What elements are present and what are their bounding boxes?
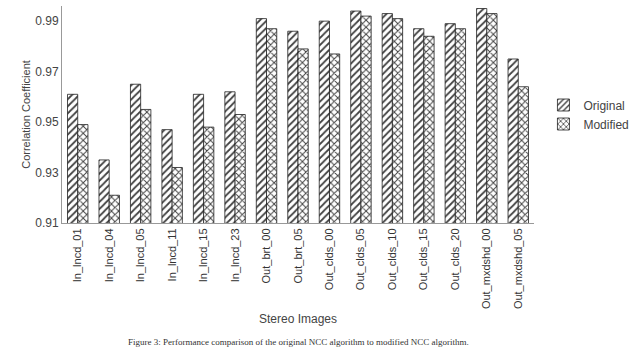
svg-text:In_lncd_15: In_lncd_15 — [197, 228, 209, 282]
svg-text:0.99: 0.99 — [35, 14, 59, 28]
svg-text:0.91: 0.91 — [35, 216, 59, 230]
svg-text:In_lncd_04: In_lncd_04 — [103, 228, 115, 282]
svg-text:In_lncd_05: In_lncd_05 — [134, 228, 146, 282]
svg-text:Out_clds_20: Out_clds_20 — [449, 228, 461, 290]
svg-text:Out_clds_00: Out_clds_00 — [323, 228, 335, 290]
svg-text:0.95: 0.95 — [35, 115, 59, 129]
svg-text:Out_clds_15: Out_clds_15 — [417, 228, 429, 290]
svg-text:Out_brt_00: Out_brt_00 — [260, 228, 272, 283]
svg-text:Stereo Images: Stereo Images — [259, 312, 337, 326]
svg-text:In_lncd_11: In_lncd_11 — [166, 228, 178, 281]
svg-text:Correlation Coefficient: Correlation Coefficient — [20, 60, 32, 169]
svg-text:Out_clds_05: Out_clds_05 — [355, 228, 367, 290]
svg-text:0.93: 0.93 — [35, 166, 59, 180]
svg-text:Modified: Modified — [583, 118, 628, 132]
svg-text:Out_brt_05: Out_brt_05 — [292, 228, 304, 283]
svg-text:In_lncd_01: In_lncd_01 — [71, 228, 83, 282]
svg-text:Original: Original — [583, 99, 624, 113]
svg-text:In_lncd_23: In_lncd_23 — [229, 228, 241, 282]
svg-text:0.97: 0.97 — [35, 65, 59, 79]
svg-text:Out_mxdshd_05: Out_mxdshd_05 — [512, 228, 524, 309]
svg-text:Out_mxdshd_00: Out_mxdshd_00 — [480, 228, 492, 309]
svg-text:Out_clds_10: Out_clds_10 — [386, 228, 398, 290]
svg-text:Figure 3: Performance comparis: Figure 3: Performance comparison of the … — [128, 337, 469, 347]
